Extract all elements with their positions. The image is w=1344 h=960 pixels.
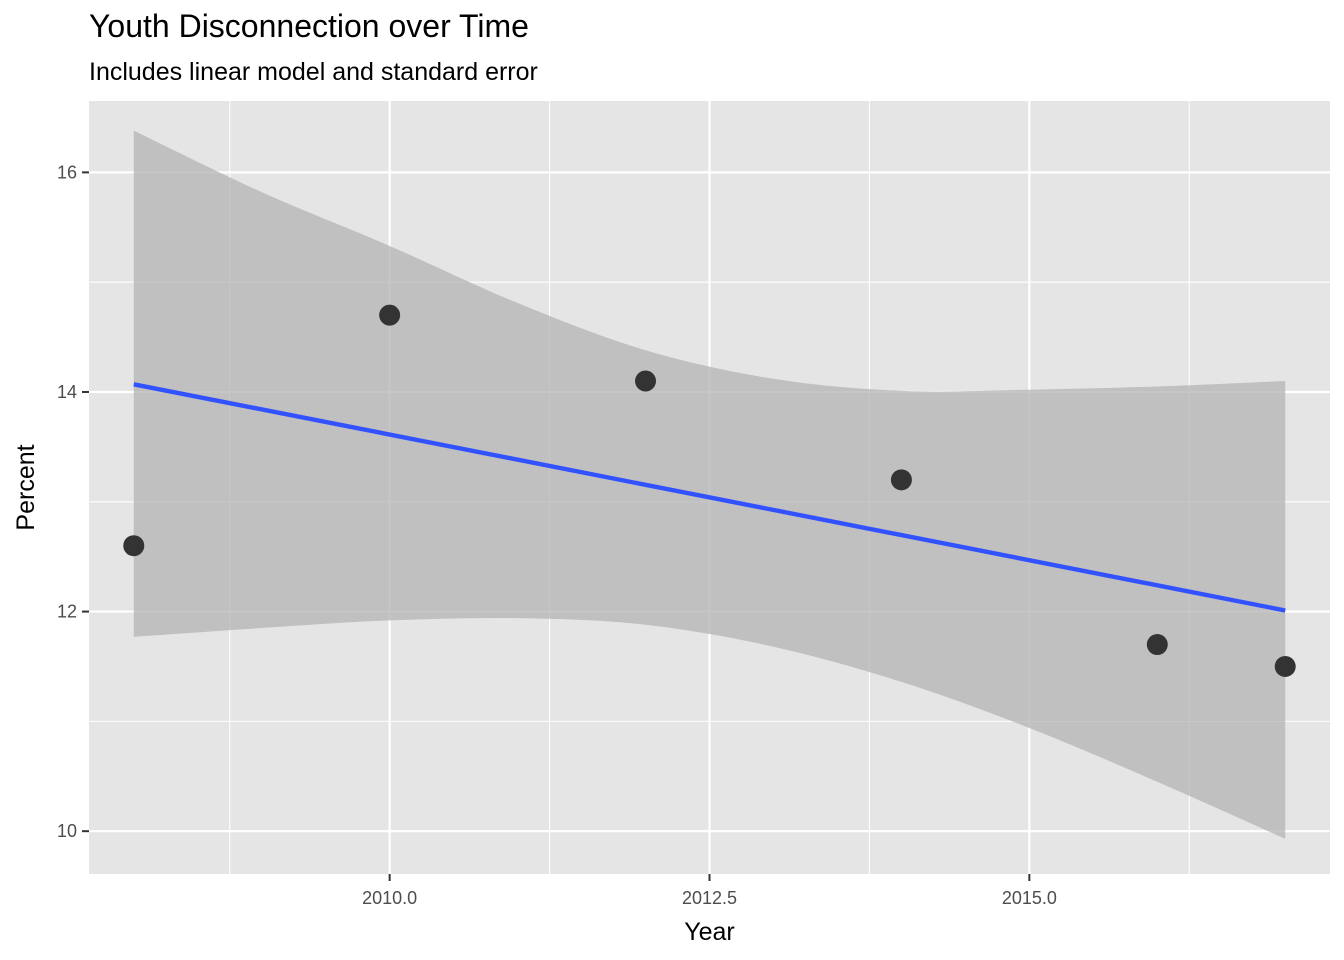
chart-title: Youth Disconnection over Time (89, 8, 529, 44)
chart-subtitle: Includes linear model and standard error (89, 58, 538, 86)
y-axis: 10 12 14 16 (57, 162, 89, 841)
data-point-5 (1274, 655, 1296, 677)
x-axis-title: Year (684, 918, 735, 946)
y-tick-label: 12 (57, 602, 77, 622)
x-tick-label: 2010.0 (362, 888, 417, 908)
x-axis: 2010.0 2012.5 2015.0 (362, 874, 1057, 908)
data-point-2 (635, 370, 657, 392)
standard-error-ribbon (133, 130, 1286, 839)
data-points (123, 304, 1296, 677)
y-tick-label: 10 (57, 821, 77, 841)
y-axis-title: Percent (12, 444, 40, 530)
data-point-3 (890, 469, 912, 491)
data-point-1 (379, 304, 401, 326)
data-point-0 (123, 535, 145, 557)
data-point-4 (1146, 634, 1168, 656)
linear-model-line (133, 382, 1286, 613)
y-tick-label: 16 (57, 162, 77, 182)
y-tick-label: 14 (57, 382, 77, 402)
x-tick-label: 2012.5 (682, 888, 737, 908)
x-tick-label: 2015.0 (1002, 888, 1057, 908)
